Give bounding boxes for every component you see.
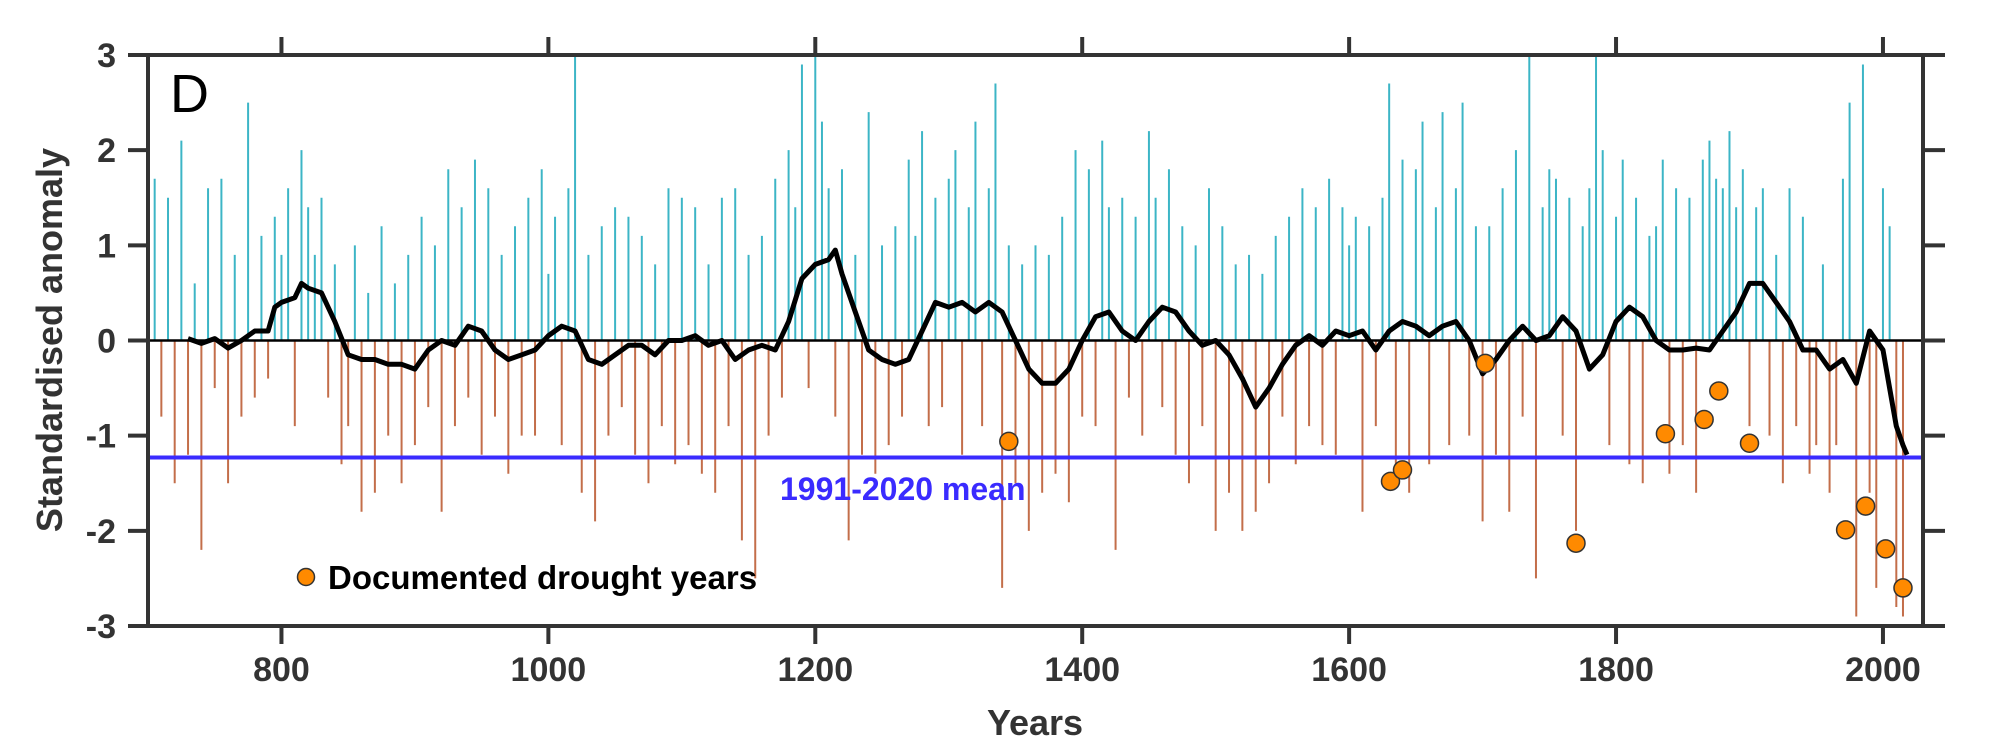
y-tick-label: 3 (97, 37, 116, 75)
x-tick-label: 1000 (511, 651, 587, 689)
axes: 800 1000 1200 1400 1600 1800 2000 -3 -2 -1 0 1 2 3 (86, 37, 1945, 689)
drought-point (1875, 539, 1896, 559)
drought-point (1566, 533, 1586, 553)
y-tick-label: -1 (86, 418, 116, 456)
drought-point (1893, 578, 1913, 598)
x-tick-label: 1600 (1311, 651, 1387, 689)
drought-point (1739, 433, 1760, 454)
y-tick-label: 0 (97, 323, 116, 361)
smoothed-anomaly-line (187, 247, 1910, 456)
drought-points (999, 353, 1913, 598)
y-tick-label: -2 (86, 513, 116, 551)
drought-point (999, 431, 1019, 452)
panel-label: D (170, 64, 209, 124)
drought-point (1709, 381, 1729, 401)
x-tick-label: 2000 (1845, 651, 1921, 689)
legend-drought-label: Documented drought years (328, 559, 757, 596)
x-tick-label: 1400 (1044, 651, 1120, 689)
drought-point (1392, 460, 1413, 480)
drought-point (1475, 353, 1496, 374)
x-tick-label: 1200 (777, 651, 853, 689)
y-tick-label: 2 (97, 132, 116, 170)
x-tick-label: 800 (253, 651, 310, 689)
x-tick-label: 1800 (1578, 651, 1654, 689)
legend-drought-marker (296, 567, 316, 587)
drought-point (1855, 496, 1876, 516)
y-tick-label: 1 (97, 227, 116, 265)
mean-line-label: 1991-2020 mean (780, 471, 1026, 507)
y-axis-title: Standardised anomaly (29, 148, 70, 532)
drought-point (1694, 409, 1714, 430)
drought-point (1655, 424, 1676, 444)
x-axis-title: Years (987, 702, 1083, 743)
annual-anomaly-bars (153, 55, 1904, 617)
y-tick-label: -3 (86, 608, 116, 646)
drought-point (1380, 471, 1401, 492)
drought-point (1835, 520, 1856, 540)
